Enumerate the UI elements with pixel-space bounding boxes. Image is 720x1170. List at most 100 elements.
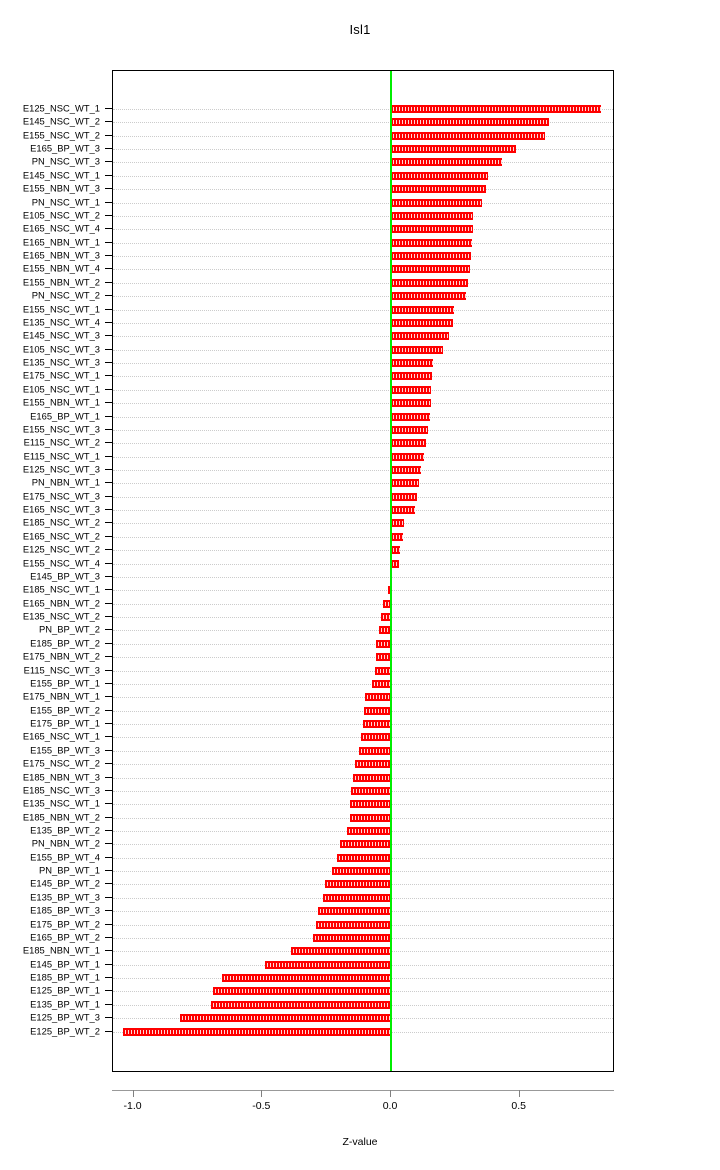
bar xyxy=(391,145,516,154)
bar xyxy=(391,412,430,421)
x-axis-line xyxy=(112,1090,614,1091)
y-tick xyxy=(105,255,112,257)
bar xyxy=(391,225,474,234)
bar xyxy=(339,840,392,849)
y-axis-label: E155_NBN_WT_1 xyxy=(22,396,100,408)
x-tick xyxy=(518,1090,520,1097)
bar xyxy=(375,653,392,662)
y-axis-label: E175_NBN_WT_1 xyxy=(22,690,100,702)
bar xyxy=(391,332,449,341)
y-tick xyxy=(105,789,112,791)
y-tick xyxy=(105,468,112,470)
y-tick xyxy=(105,388,112,390)
gridline xyxy=(113,296,613,298)
y-axis-label: E125_BP_WT_2 xyxy=(30,1024,100,1036)
x-tick xyxy=(132,1090,134,1097)
y-axis-label: E125_NSC_WT_2 xyxy=(22,543,100,555)
y-tick xyxy=(105,696,112,698)
y-tick xyxy=(105,870,112,872)
y-tick xyxy=(105,295,112,297)
y-tick xyxy=(105,896,112,898)
y-tick xyxy=(105,442,112,444)
gridline xyxy=(113,149,613,151)
bar xyxy=(391,465,421,474)
y-axis-label: E125_BP_WT_3 xyxy=(30,1011,100,1023)
y-tick xyxy=(105,736,112,738)
gridline xyxy=(113,256,613,258)
bar xyxy=(391,546,401,555)
gridline xyxy=(113,496,613,498)
y-axis-label: E185_NSC_WT_3 xyxy=(22,784,100,796)
y-axis-label: E135_BP_WT_2 xyxy=(30,824,100,836)
y-tick xyxy=(105,375,112,377)
y-tick xyxy=(105,642,112,644)
y-axis-label: E125_NSC_WT_1 xyxy=(22,102,100,114)
y-tick xyxy=(105,669,112,671)
y-tick xyxy=(105,843,112,845)
y-tick xyxy=(105,362,112,364)
y-axis-label: E155_NSC_WT_2 xyxy=(22,129,100,141)
y-tick xyxy=(105,803,112,805)
bar xyxy=(354,760,392,769)
y-axis-label: E185_NBN_WT_2 xyxy=(22,810,100,822)
y-axis-label: E165_NSC_WT_2 xyxy=(22,530,100,542)
y-tick xyxy=(105,482,112,484)
y-axis-label: E145_NSC_WT_3 xyxy=(22,329,100,341)
y-tick xyxy=(105,308,112,310)
y-tick xyxy=(105,950,112,952)
gridline xyxy=(113,550,613,552)
bar xyxy=(347,826,392,835)
y-axis-label: E185_NBN_WT_3 xyxy=(22,770,100,782)
y-tick xyxy=(105,977,112,979)
y-axis-label: E155_BP_WT_4 xyxy=(30,851,100,863)
y-axis-label: E105_NSC_WT_2 xyxy=(22,209,100,221)
y-tick xyxy=(105,188,112,190)
gridline xyxy=(113,670,613,672)
y-tick xyxy=(105,121,112,123)
bar xyxy=(264,960,392,969)
gridline xyxy=(113,657,613,659)
y-axis-label: E125_NSC_WT_3 xyxy=(22,463,100,475)
y-tick xyxy=(105,509,112,511)
bar xyxy=(391,105,601,113)
gridline xyxy=(113,536,613,538)
x-tick-label: 0.5 xyxy=(511,1100,527,1112)
bar xyxy=(123,1027,392,1036)
y-axis-label: E155_BP_WT_1 xyxy=(30,677,100,689)
y-tick xyxy=(105,763,112,765)
y-axis-label: E175_BP_WT_1 xyxy=(30,717,100,729)
y-axis-label: E135_NSC_WT_4 xyxy=(22,316,100,328)
y-tick xyxy=(105,228,112,230)
plot-area xyxy=(112,70,614,1072)
bar xyxy=(391,452,425,461)
y-axis-label: E135_BP_WT_1 xyxy=(30,998,100,1010)
y-axis-label: PN_BP_WT_1 xyxy=(39,864,100,876)
bar xyxy=(391,131,546,140)
y-tick xyxy=(105,415,112,417)
gridline xyxy=(113,710,613,712)
bar xyxy=(317,907,392,916)
y-axis-label: E175_NSC_WT_2 xyxy=(22,757,100,769)
gridline xyxy=(113,363,613,365)
y-axis-label: E155_BP_WT_3 xyxy=(30,744,100,756)
y-tick xyxy=(105,602,112,604)
plot-inner xyxy=(113,71,613,1071)
y-tick xyxy=(105,910,112,912)
bar xyxy=(316,920,392,929)
y-tick xyxy=(105,161,112,163)
y-tick xyxy=(105,1030,112,1032)
gridline xyxy=(113,603,613,605)
bar xyxy=(391,399,431,408)
y-tick xyxy=(105,963,112,965)
gridline xyxy=(113,282,613,284)
bar xyxy=(391,439,426,448)
bar xyxy=(391,385,431,394)
y-tick xyxy=(105,455,112,457)
bar xyxy=(391,171,488,180)
gridline xyxy=(113,376,613,378)
y-axis-label: PN_NSC_WT_2 xyxy=(31,289,100,301)
bar xyxy=(387,586,392,595)
bar xyxy=(391,359,434,368)
bar xyxy=(391,492,417,501)
x-tick-label: -1.0 xyxy=(123,1100,142,1112)
